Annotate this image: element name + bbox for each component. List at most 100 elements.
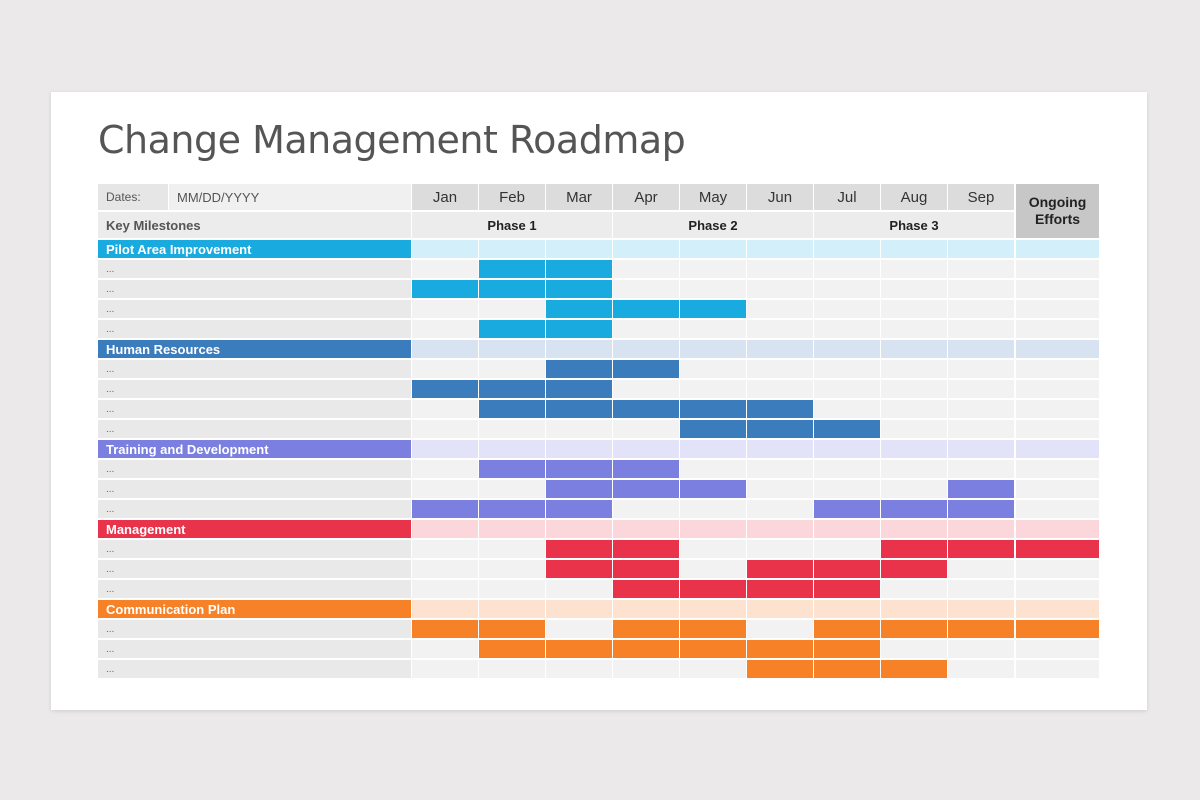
section-tint-cell <box>1016 600 1099 618</box>
timeline-cell <box>1016 640 1099 658</box>
timeline-bar <box>546 300 612 318</box>
timeline-bar <box>814 500 880 518</box>
section-tint-cell <box>814 600 880 618</box>
timeline-cell <box>680 500 746 518</box>
timeline-cell <box>412 400 478 418</box>
timeline-bar <box>814 580 880 598</box>
section-tint-cell <box>479 600 545 618</box>
section-header: Pilot Area Improvement <box>98 240 411 258</box>
timeline-bar <box>814 660 880 678</box>
timeline-bar <box>546 380 612 398</box>
milestone-label: ... <box>98 620 411 638</box>
timeline-cell <box>747 620 813 638</box>
timeline-cell <box>412 300 478 318</box>
month-header: Aug <box>881 184 947 210</box>
timeline-bar <box>680 640 746 658</box>
section-tint-cell <box>814 340 880 358</box>
milestone-label: ... <box>98 540 411 558</box>
timeline-cell <box>948 280 1014 298</box>
timeline-bar <box>881 560 947 578</box>
section-tint-cell <box>1016 340 1099 358</box>
timeline-cell <box>948 360 1014 378</box>
timeline-cell <box>881 300 947 318</box>
timeline-bar <box>1016 540 1099 558</box>
timeline-cell <box>814 260 880 278</box>
timeline-bar <box>613 560 679 578</box>
month-header: May <box>680 184 746 210</box>
timeline-cell <box>881 420 947 438</box>
section-tint-cell <box>948 340 1014 358</box>
timeline-cell <box>680 380 746 398</box>
month-header: Feb <box>479 184 545 210</box>
timeline-bar <box>479 280 545 298</box>
section-tint-cell <box>881 600 947 618</box>
timeline-cell <box>1016 420 1099 438</box>
section-tint-cell <box>479 440 545 458</box>
milestone-label: ... <box>98 480 411 498</box>
timeline-bar <box>881 660 947 678</box>
timeline-bar <box>613 460 679 478</box>
timeline-cell <box>613 380 679 398</box>
timeline-bar <box>479 400 545 418</box>
section-tint-cell <box>546 600 612 618</box>
timeline-bar <box>948 540 1014 558</box>
timeline-cell <box>1016 580 1099 598</box>
section-tint-cell <box>613 240 679 258</box>
section-header: Management <box>98 520 411 538</box>
section-tint-cell <box>747 340 813 358</box>
timeline-bar <box>546 360 612 378</box>
timeline-cell <box>881 260 947 278</box>
timeline-cell <box>479 480 545 498</box>
timeline-cell <box>1016 560 1099 578</box>
section-tint-cell <box>881 520 947 538</box>
timeline-cell <box>479 580 545 598</box>
phase-header: Phase 3 <box>814 212 1014 238</box>
timeline-cell <box>1016 280 1099 298</box>
section-tint-cell <box>546 520 612 538</box>
timeline-cell <box>412 560 478 578</box>
timeline-cell <box>747 300 813 318</box>
section-tint-cell <box>747 520 813 538</box>
month-header: Jan <box>412 184 478 210</box>
section-tint-cell <box>747 240 813 258</box>
timeline-cell <box>814 360 880 378</box>
milestone-label: ... <box>98 280 411 298</box>
timeline-cell <box>412 360 478 378</box>
timeline-bar <box>747 400 813 418</box>
timeline-cell <box>747 380 813 398</box>
timeline-cell <box>479 300 545 318</box>
milestone-label: ... <box>98 360 411 378</box>
timeline-cell <box>948 300 1014 318</box>
timeline-bar <box>479 460 545 478</box>
timeline-cell <box>546 660 612 678</box>
timeline-cell <box>546 420 612 438</box>
section-tint-cell <box>613 340 679 358</box>
timeline-cell <box>881 480 947 498</box>
slide: Change Management Roadmap Dates: MM/DD/YY… <box>51 92 1147 710</box>
timeline-cell <box>680 280 746 298</box>
milestone-label: ... <box>98 580 411 598</box>
timeline-bar <box>680 300 746 318</box>
timeline-bar <box>479 260 545 278</box>
section-header: Human Resources <box>98 340 411 358</box>
timeline-cell <box>412 640 478 658</box>
section-tint-cell <box>1016 440 1099 458</box>
timeline-cell <box>680 460 746 478</box>
section-tint-cell <box>680 520 746 538</box>
timeline-cell <box>613 280 679 298</box>
milestone-label: ... <box>98 400 411 418</box>
timeline-cell <box>1016 260 1099 278</box>
timeline-bar <box>680 620 746 638</box>
timeline-cell <box>747 320 813 338</box>
timeline-cell <box>881 360 947 378</box>
timeline-cell <box>546 620 612 638</box>
timeline-cell <box>479 420 545 438</box>
milestone-label: ... <box>98 640 411 658</box>
section-tint-cell <box>479 340 545 358</box>
timeline-bar <box>546 260 612 278</box>
month-header: Apr <box>613 184 679 210</box>
timeline-cell <box>613 500 679 518</box>
phase-header: Phase 2 <box>613 212 813 238</box>
timeline-bar <box>747 580 813 598</box>
roadmap-table: Dates: MM/DD/YYYY Jan Feb Mar Apr May Jun Jul Aug… <box>98 184 1099 678</box>
